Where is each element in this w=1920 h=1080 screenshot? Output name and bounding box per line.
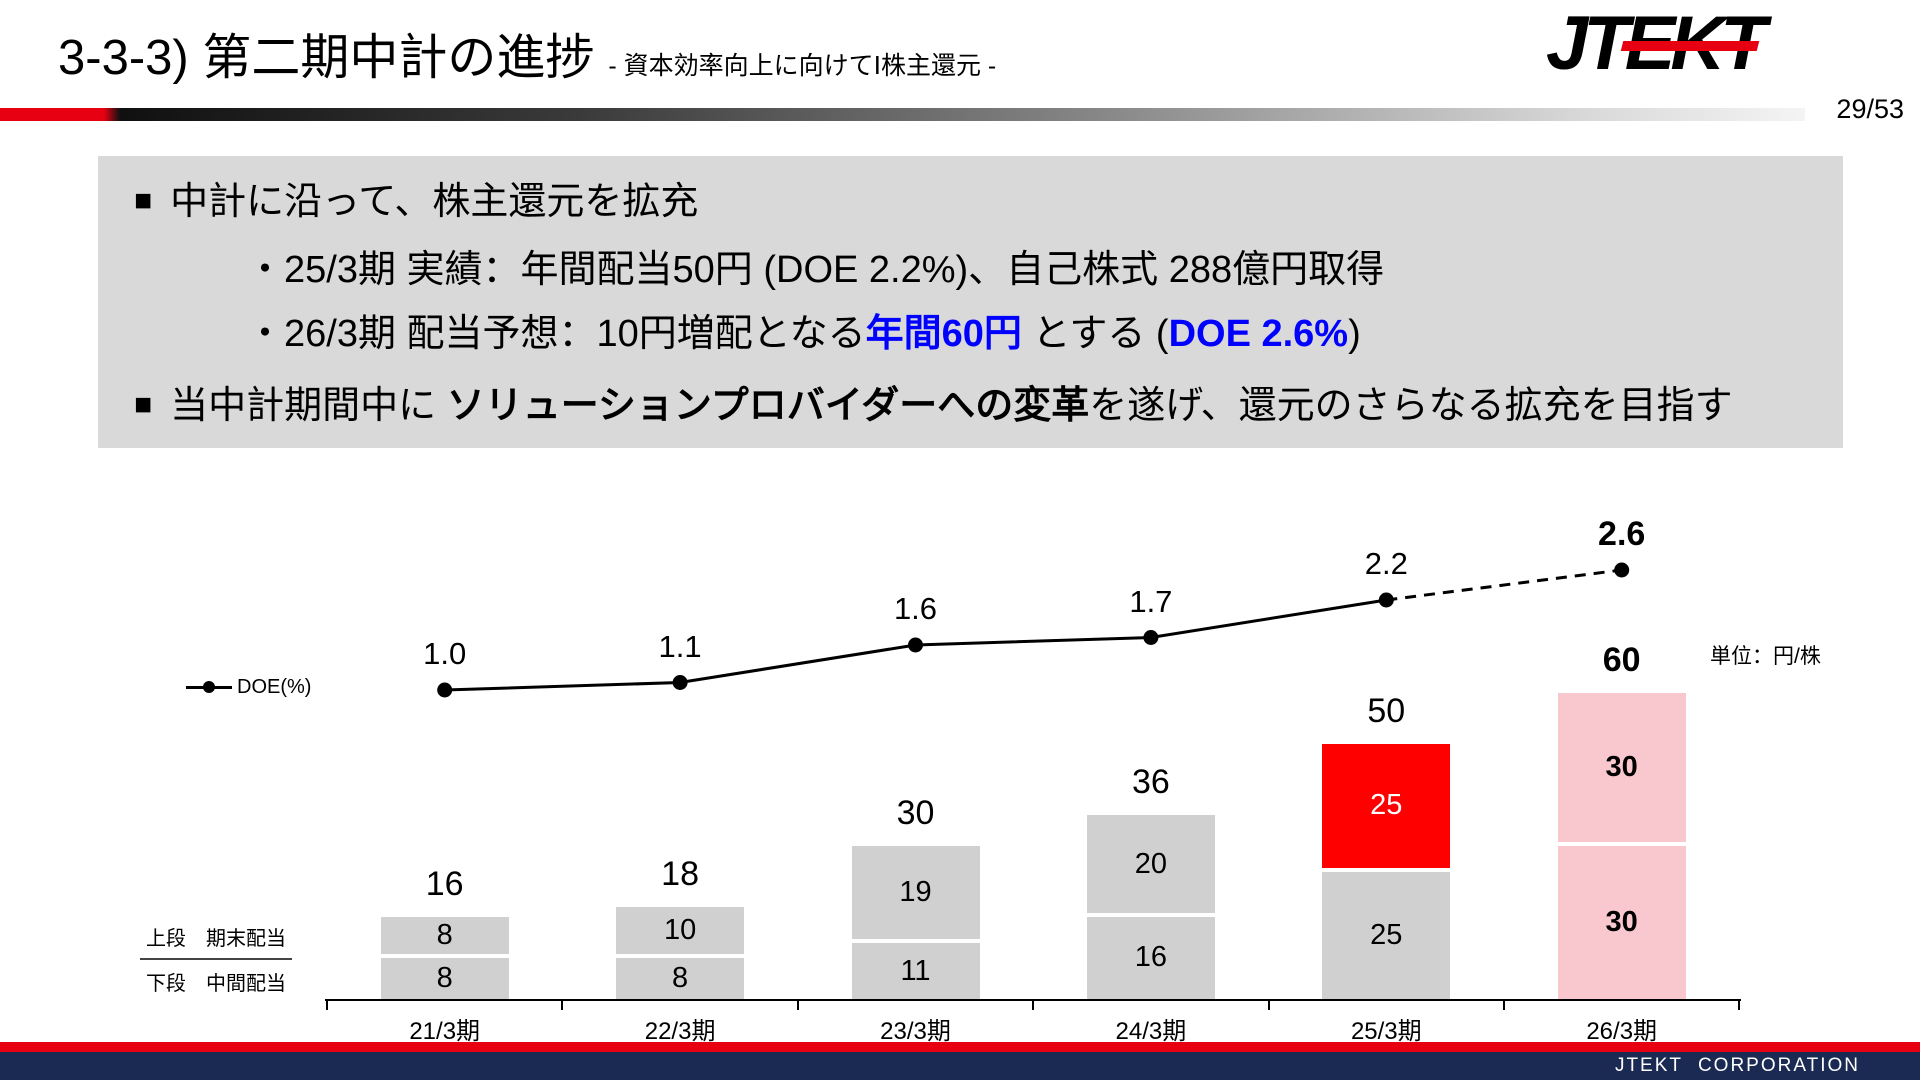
- axis-tick: [1032, 999, 1035, 1010]
- doe-value-label: 2.2: [1364, 546, 1408, 581]
- bar-upper-segment: [1557, 693, 1686, 846]
- axis-tick: [326, 999, 328, 1010]
- bar-total-label: 18: [661, 855, 699, 894]
- bar-upper-segment: [851, 846, 980, 943]
- bar-upper-segment: [1322, 744, 1451, 872]
- unit-label: 単位：円/株: [1710, 645, 1821, 668]
- segment-value-label: 25: [1370, 789, 1403, 821]
- row-label-lower: 下段 中間配当: [146, 973, 286, 995]
- bar-lower-segment: [1557, 846, 1686, 999]
- bar-lower-segment: [616, 958, 745, 999]
- bar-lower-segment: [380, 958, 509, 999]
- doe-value-label: 1.7: [1129, 583, 1173, 619]
- category-label: 26/3期: [1586, 1018, 1658, 1045]
- segment-value-label: 20: [1134, 848, 1168, 881]
- doe-point: [908, 637, 923, 653]
- bar-lower-segment: [851, 942, 980, 999]
- summary-sub-2-pre: ・26/3期 配当予想：10円増配となる: [246, 313, 866, 355]
- summary-sub-2-highlight-2: DOE 2.6%: [1168, 313, 1349, 355]
- title-main: 3-3-3) 第二期中計の進捗: [58, 31, 595, 85]
- axis-tick: [561, 999, 564, 1010]
- doe-point: [672, 675, 688, 690]
- segment-value-label: 25: [1370, 918, 1403, 951]
- title-subtitle: - 資本効率向上に向けてⅠ株主還元 -: [608, 52, 997, 80]
- segment-value-label: 8: [436, 919, 453, 952]
- doe-legend-line-icon: [186, 681, 232, 693]
- summary-sub-2-highlight-1: 年間60円: [865, 313, 1022, 355]
- footer-company: JTEKT CORPORATION: [1614, 1055, 1860, 1076]
- category-label: 21/3期: [409, 1018, 481, 1045]
- bar-upper-segment: [616, 907, 745, 959]
- segment-value-label: 30: [1605, 751, 1638, 783]
- segment-value-label: 10: [663, 914, 697, 947]
- title-divider-gradient: [0, 108, 1805, 121]
- page-title: 3-3-3) 第二期中計の進捗 - 資本効率向上に向けてⅠ株主還元 -: [58, 18, 996, 89]
- doe-point: [1378, 592, 1394, 608]
- category-label: 23/3期: [880, 1018, 951, 1045]
- footer-bar: JTEKT CORPORATION: [0, 1052, 1920, 1080]
- axis-tick: [1503, 999, 1505, 1010]
- doe-legend-label: DOE(%): [237, 676, 312, 698]
- segment-value-label: 8: [436, 962, 453, 995]
- footer-red-stripe: [0, 1042, 1920, 1052]
- summary-bullet-1: ■ 中計に沿って、株主還元を拡充: [134, 170, 698, 225]
- doe-value-label: 1.6: [893, 591, 938, 626]
- row-label-upper: 上段 期末配当: [140, 922, 292, 960]
- bar-lower-segment: [1086, 917, 1215, 999]
- bar-total-label: 30: [896, 794, 935, 832]
- dividend-row-labels: 上段 期末配当 下段 中間配当: [140, 922, 292, 996]
- bar-total-label: 16: [425, 865, 464, 904]
- bar-total-label: 60: [1602, 641, 1641, 679]
- category-label: 25/3期: [1350, 1018, 1422, 1045]
- summary-bullet-2-pre: 当中計期間中に: [170, 385, 447, 427]
- summary-bullet-2-post: を遂げ、還元のさらなる拡充を目指す: [1089, 385, 1733, 427]
- doe-value-label: 1.0: [423, 636, 467, 671]
- bar-upper-segment: [1086, 815, 1215, 918]
- segment-value-label: 8: [672, 962, 689, 995]
- summary-box: ■ 中計に沿って、株主還元を拡充 ・25/3期 実績：年間配当50円 (DOE 2…: [98, 156, 1843, 448]
- segment-value-label: 30: [1605, 906, 1638, 938]
- page-number: 29/53: [1836, 94, 1904, 124]
- doe-value-label: 1.1: [658, 628, 702, 664]
- bullet-square-icon: ■: [134, 388, 153, 421]
- category-label: 24/3期: [1115, 1018, 1187, 1045]
- segment-value-label: 19: [899, 876, 932, 908]
- summary-sub-2-post: ): [1348, 313, 1361, 355]
- axis-tick: [796, 999, 799, 1010]
- bullet-square-icon: ■: [134, 184, 153, 217]
- doe-value-label: 2.6: [1598, 515, 1646, 553]
- segment-value-label: 11: [900, 954, 931, 987]
- doe-point: [1143, 630, 1159, 645]
- segment-value-label: 16: [1134, 941, 1168, 974]
- bar-total-label: 36: [1131, 763, 1170, 802]
- axis-tick: [1738, 999, 1741, 1010]
- summary-bullet-2: ■ 当中計期間中に ソリューションプロバイダーへの変革を遂げ、還元のさらなる拡充を…: [134, 374, 1733, 429]
- bar-total-label: 50: [1367, 692, 1406, 730]
- bar-lower-segment: [1322, 871, 1451, 999]
- axis-tick: [1267, 999, 1270, 1010]
- doe-point: [1614, 562, 1630, 578]
- jtekt-logo: JTEKT: [1546, 4, 1886, 84]
- summary-sub-2: ・26/3期 配当予想：10円増配となる年間60円 とする (DOE 2.6%): [246, 302, 1361, 357]
- doe-legend: DOE(%): [186, 676, 311, 699]
- summary-bullet-2-bold: ソリューションプロバイダーへの変革: [446, 385, 1090, 427]
- summary-sub-2-mid: とする (: [1021, 313, 1169, 355]
- category-label: 22/3期: [644, 1018, 716, 1045]
- bar-upper-segment: [380, 917, 509, 959]
- summary-bullet-1-text: 中計に沿って、株主還元を拡充: [170, 181, 699, 223]
- summary-sub-1: ・25/3期 実績：年間配当50円 (DOE 2.2%)、自己株式 288億円取…: [246, 249, 1385, 291]
- doe-point: [437, 682, 453, 698]
- doe-legend-dot-icon: [203, 681, 215, 693]
